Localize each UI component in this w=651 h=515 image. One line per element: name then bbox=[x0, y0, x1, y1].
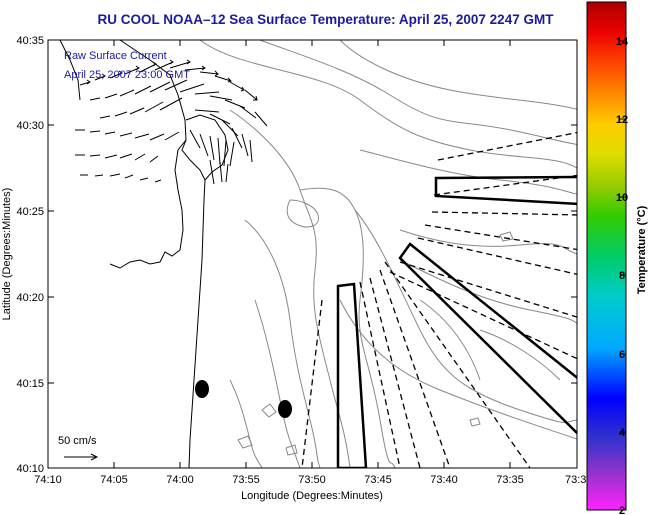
colorbar-tick-label: 10 bbox=[616, 192, 628, 204]
legend-line-2: April 25, 2007 23:00 GMT bbox=[64, 69, 190, 81]
y-tick-label: 40:35 bbox=[16, 35, 44, 47]
colorbar-tick-label: 4 bbox=[619, 427, 626, 439]
y-tick-label: 40:20 bbox=[16, 292, 44, 304]
x-tick-label: 73:45 bbox=[364, 474, 392, 486]
map-title: RU COOL NOAA–12 Sea Surface Temperature:… bbox=[97, 12, 554, 27]
y-axis bbox=[48, 39, 577, 469]
station-marker-east bbox=[278, 400, 292, 418]
y-tick-label: 40:15 bbox=[16, 378, 44, 390]
y-tick-label: 40:30 bbox=[16, 120, 44, 132]
colorbar-tick-label: 12 bbox=[616, 114, 628, 126]
surface-current-vectors bbox=[75, 59, 268, 185]
colorbar bbox=[586, 1, 627, 511]
colorbar-ticks bbox=[620, 40, 626, 433]
coastline bbox=[48, 40, 229, 468]
station-marker-west bbox=[195, 380, 209, 398]
legend-line-1: Raw Surface Current bbox=[64, 50, 167, 62]
scale-arrow-icon bbox=[64, 453, 99, 461]
plot-area bbox=[48, 40, 577, 468]
colorbar-tick-label: 14 bbox=[616, 36, 629, 48]
x-axis bbox=[47, 40, 511, 468]
scale-label: 50 cm/s bbox=[58, 435, 97, 447]
transect-boxes bbox=[336, 175, 577, 468]
colorbar-tick-label: 8 bbox=[619, 270, 625, 282]
colorbar-tick-label: 2 bbox=[619, 505, 625, 515]
x-tick-label: 73:55 bbox=[232, 474, 260, 486]
x-tick-label: 74:05 bbox=[100, 474, 128, 486]
x-tick-label: 73:3 bbox=[565, 474, 586, 486]
y-tick-label: 40:25 bbox=[16, 206, 44, 218]
x-tick-label: 73:40 bbox=[430, 474, 458, 486]
x-tick-label: 73:35 bbox=[496, 474, 524, 486]
dashed-transects bbox=[301, 131, 577, 468]
x-axis-label: Longitude (Degrees:Minutes) bbox=[241, 490, 383, 502]
x-tick-label: 74:00 bbox=[166, 474, 194, 486]
y-tick-label: 40:10 bbox=[16, 463, 44, 475]
colorbar-tick-label: 6 bbox=[619, 349, 625, 361]
x-tick-label: 73:50 bbox=[298, 474, 326, 486]
x-tick-label: 74:10 bbox=[34, 474, 62, 486]
y-axis-label: Latitude (Degrees:Minutes) bbox=[1, 188, 13, 321]
colorbar-label: Temperature (°C) bbox=[636, 205, 648, 294]
